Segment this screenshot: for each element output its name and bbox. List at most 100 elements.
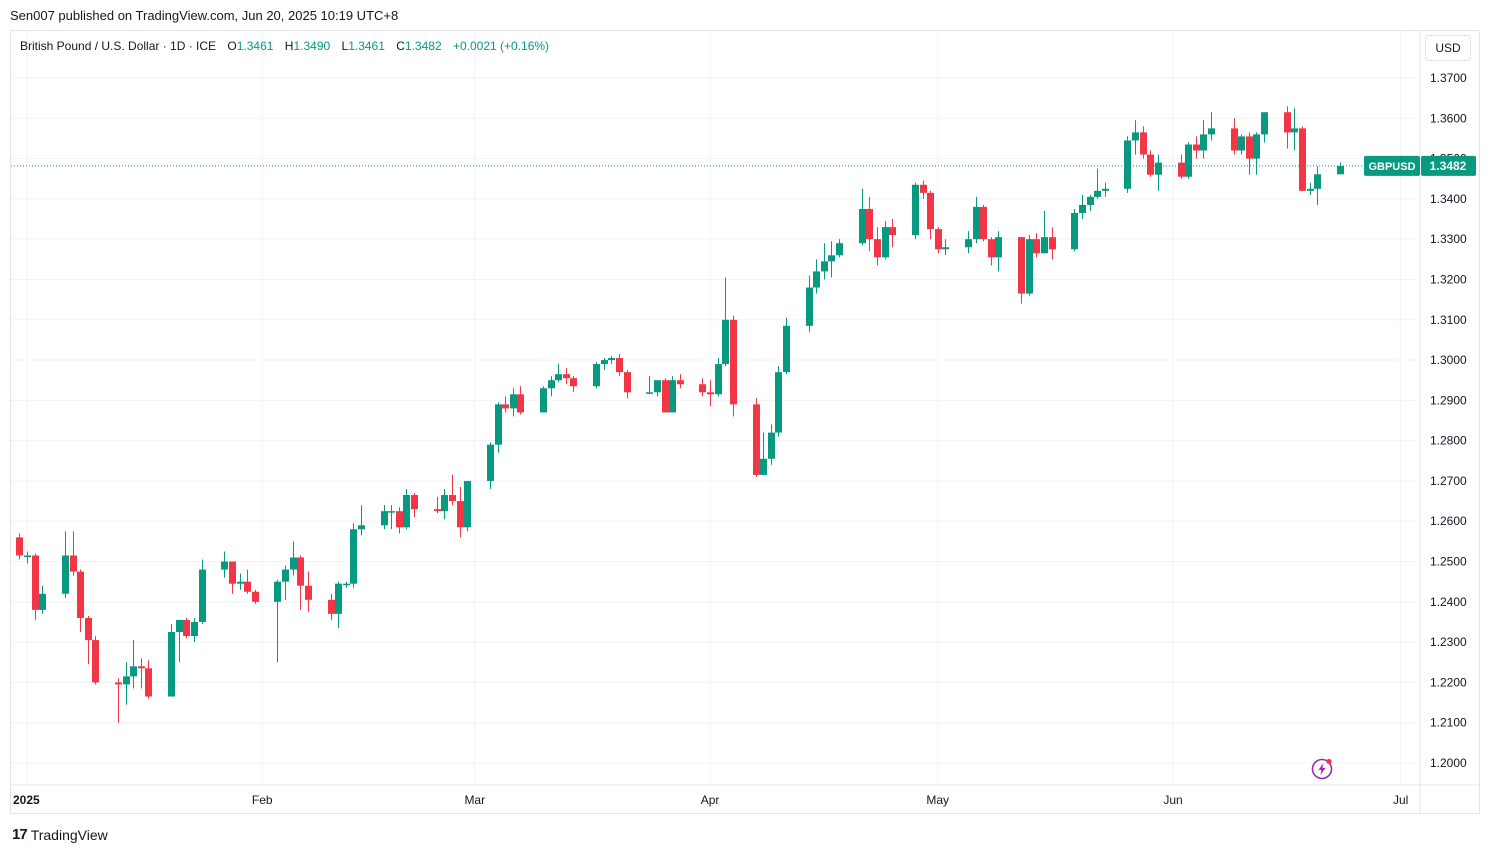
candle-body [1284, 112, 1291, 133]
price-axis-label: 1.3300 [1430, 232, 1467, 246]
candle-body [707, 392, 714, 395]
candle-body [730, 319, 737, 405]
low-value: 1.3461 [348, 39, 385, 53]
candle-body [1079, 204, 1086, 213]
candle-body [988, 239, 995, 258]
candle-body [138, 666, 145, 669]
candle-body [1071, 212, 1078, 250]
candle-body [722, 319, 729, 365]
candle-body [654, 380, 661, 393]
candle-body [965, 239, 972, 248]
candle-body [942, 247, 949, 250]
candle-body [403, 495, 410, 528]
candle-body [859, 208, 866, 244]
candle-body [1147, 154, 1154, 175]
candle-body [24, 555, 31, 557]
candle-body [608, 358, 615, 361]
candle-body [1307, 188, 1314, 191]
candle-body [912, 184, 919, 236]
candle-body [828, 255, 835, 262]
candle-body [593, 364, 600, 387]
candle-body [449, 495, 456, 502]
candle-body [191, 621, 198, 637]
candle-body [168, 632, 175, 697]
price-axis-label: 1.3400 [1430, 192, 1467, 206]
candle-body [358, 525, 365, 530]
candle-body [252, 591, 259, 602]
candle-body [510, 394, 517, 409]
candle-body [517, 394, 524, 413]
candle-body [183, 619, 190, 637]
price-axis-label: 1.2000 [1430, 756, 1467, 770]
candle-body [1178, 162, 1185, 177]
candle-body [92, 640, 99, 683]
candle-body [806, 287, 813, 326]
candle-body [768, 432, 775, 459]
candle-body [1026, 239, 1033, 294]
candle-body [282, 569, 289, 582]
close-label: C [396, 39, 405, 53]
candle-body [616, 358, 623, 373]
candle-body [290, 557, 297, 570]
candle-body [1238, 136, 1245, 151]
candle-body [836, 243, 843, 256]
candle-body [677, 380, 684, 385]
candle-body [813, 271, 820, 288]
candle-body [753, 404, 760, 475]
candle-body [1200, 134, 1207, 151]
time-axis-label: May [926, 793, 949, 807]
price-axis-label: 1.2300 [1430, 635, 1467, 649]
high-value: 1.3490 [293, 39, 331, 53]
candle-body [1155, 162, 1162, 175]
lightning-icon[interactable] [1311, 758, 1333, 780]
candle-body [502, 404, 509, 409]
price-axis-label: 1.3600 [1430, 111, 1467, 125]
candle-body [411, 495, 418, 510]
candle-body [1246, 136, 1253, 159]
ticker-tag [1364, 155, 1420, 176]
candle-body [563, 374, 570, 379]
candle-body [1291, 128, 1298, 133]
candle-body [335, 583, 342, 614]
candle-body [548, 380, 555, 389]
candle-body [624, 372, 631, 393]
time-axis-label: Jul [1393, 793, 1408, 807]
candle-body [973, 206, 980, 240]
candle-body [1140, 132, 1147, 155]
candle-body [935, 229, 942, 250]
candle-body [130, 666, 137, 677]
candle-body [199, 569, 206, 622]
time-axis-label: Mar [464, 793, 485, 807]
price-axis-label: 1.2400 [1430, 595, 1467, 609]
candle-body [821, 261, 828, 272]
currency-button[interactable]: USD [1425, 35, 1471, 61]
candle-body [237, 581, 244, 584]
candle-body [1033, 239, 1040, 254]
candle-body [570, 378, 577, 387]
candle-body [441, 495, 448, 512]
candle-body [244, 581, 251, 592]
candle-body [662, 380, 669, 413]
candle-body [328, 599, 335, 614]
candle-body [229, 561, 236, 584]
price-axis-label: 1.2100 [1430, 716, 1467, 730]
tradingview-logo[interactable]: 17 TradingView [12, 826, 108, 843]
candle-body [874, 239, 881, 258]
price-axis-label: 1.3000 [1430, 353, 1467, 367]
price-axis-label: 1.3700 [1430, 71, 1467, 85]
price-axis-label: 1.3100 [1430, 313, 1467, 327]
candle-body [540, 388, 547, 413]
candle-body [669, 380, 676, 413]
candle-body [1299, 128, 1306, 191]
candle-body [1193, 144, 1200, 151]
candle-body [882, 227, 889, 258]
candle-body [464, 480, 471, 528]
price-axis-label: 1.2700 [1430, 474, 1467, 488]
candle-body [32, 555, 39, 610]
high-label: H [284, 39, 294, 53]
price-axis-label: 1.3200 [1430, 272, 1467, 286]
open-label: O [227, 39, 237, 53]
candle-body [1041, 237, 1048, 254]
candle-body [760, 458, 767, 475]
